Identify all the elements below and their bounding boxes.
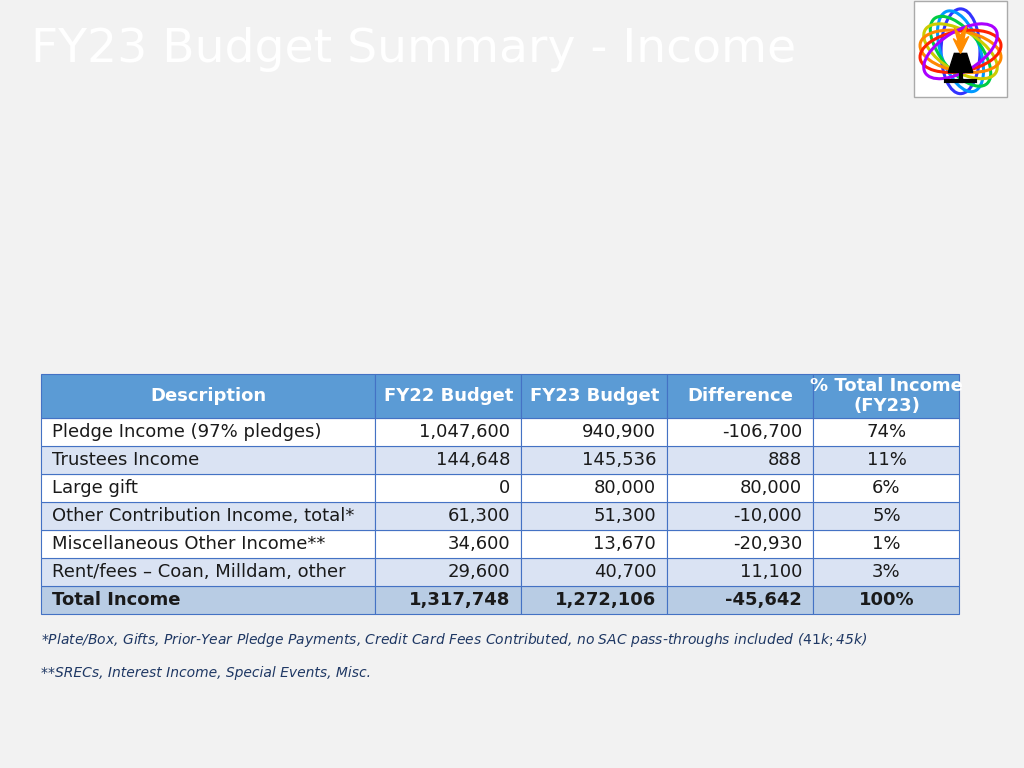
Text: Total Income: Total Income [52, 591, 181, 609]
Text: 61,300: 61,300 [447, 508, 510, 525]
Text: 29,600: 29,600 [447, 564, 510, 581]
Text: *Plate/Box, Gifts, Prior-Year Pledge Payments, Credit Card Fees Contributed, no : *Plate/Box, Gifts, Prior-Year Pledge Pay… [41, 631, 867, 649]
Text: 34,600: 34,600 [447, 535, 510, 554]
Polygon shape [948, 54, 973, 72]
Text: Pledge Income (97% pledges): Pledge Income (97% pledges) [52, 423, 322, 442]
Text: FY22 Budget: FY22 Budget [384, 387, 513, 405]
Bar [521, 419, 668, 446]
Text: 11%: 11% [866, 452, 906, 469]
Text: **SRECs, Interest Income, Special Events, Misc.: **SRECs, Interest Income, Special Events… [41, 666, 371, 680]
Bar [668, 531, 813, 558]
Text: 80,000: 80,000 [740, 479, 802, 498]
Bar [521, 587, 668, 614]
Bar [668, 446, 813, 475]
Text: Rent/fees – Coan, Milldam, other: Rent/fees – Coan, Milldam, other [52, 564, 346, 581]
Bar [41, 502, 376, 531]
Bar [668, 502, 813, 531]
Text: Other Contribution Income, total*: Other Contribution Income, total* [52, 508, 354, 525]
Text: FY23 Budget: FY23 Budget [529, 387, 659, 405]
Bar [813, 475, 959, 502]
Text: 145,536: 145,536 [582, 452, 656, 469]
Bar [813, 419, 959, 446]
Bar [376, 373, 521, 419]
Text: 1%: 1% [872, 535, 901, 554]
Bar [668, 587, 813, 614]
Text: Large gift: Large gift [52, 479, 138, 498]
Bar [41, 531, 376, 558]
Bar [376, 419, 521, 446]
Text: 1,317,748: 1,317,748 [409, 591, 510, 609]
Bar [813, 373, 959, 419]
Bar [813, 502, 959, 531]
Bar [813, 587, 959, 614]
Text: 5%: 5% [872, 508, 901, 525]
Text: -45,642: -45,642 [725, 591, 802, 609]
Text: 100%: 100% [859, 591, 914, 609]
Polygon shape [953, 26, 969, 54]
Bar [376, 475, 521, 502]
Text: 80,000: 80,000 [594, 479, 656, 498]
Bar [41, 446, 376, 475]
Bar [41, 373, 376, 419]
Text: 888: 888 [768, 452, 802, 469]
Bar [376, 502, 521, 531]
Text: 51,300: 51,300 [594, 508, 656, 525]
Text: 11,100: 11,100 [739, 564, 802, 581]
Bar [41, 558, 376, 587]
Bar [521, 502, 668, 531]
Bar [813, 531, 959, 558]
Bar [376, 558, 521, 587]
Text: -106,700: -106,700 [722, 423, 802, 442]
Bar [668, 475, 813, 502]
Bar [41, 475, 376, 502]
Bar [521, 558, 668, 587]
Text: 6%: 6% [872, 479, 901, 498]
Bar [41, 587, 376, 614]
Text: Difference: Difference [687, 387, 794, 405]
Text: 13,670: 13,670 [593, 535, 656, 554]
Bar [668, 419, 813, 446]
Text: FY23 Budget Summary - Income: FY23 Budget Summary - Income [31, 27, 796, 71]
Bar [813, 558, 959, 587]
Bar [376, 531, 521, 558]
Text: Miscellaneous Other Income**: Miscellaneous Other Income** [52, 535, 326, 554]
Text: 3%: 3% [872, 564, 901, 581]
Bar [668, 558, 813, 587]
Bar [813, 446, 959, 475]
Text: 940,900: 940,900 [582, 423, 656, 442]
Bar [376, 446, 521, 475]
Text: 74%: 74% [866, 423, 906, 442]
Bar [668, 373, 813, 419]
Text: 1,047,600: 1,047,600 [419, 423, 510, 442]
Text: 144,648: 144,648 [436, 452, 510, 469]
Bar [521, 446, 668, 475]
Bar [376, 587, 521, 614]
Text: -20,930: -20,930 [733, 535, 802, 554]
FancyBboxPatch shape [914, 2, 1007, 97]
Text: % Total Income
(FY23): % Total Income (FY23) [810, 376, 963, 415]
Text: Trustees Income: Trustees Income [52, 452, 200, 469]
Text: 0: 0 [499, 479, 510, 498]
Text: 40,700: 40,700 [594, 564, 656, 581]
Bar [521, 373, 668, 419]
Bar [521, 531, 668, 558]
Text: 1,272,106: 1,272,106 [555, 591, 656, 609]
Text: Description: Description [151, 387, 266, 405]
Bar [41, 419, 376, 446]
Bar [521, 475, 668, 502]
Text: -10,000: -10,000 [733, 508, 802, 525]
